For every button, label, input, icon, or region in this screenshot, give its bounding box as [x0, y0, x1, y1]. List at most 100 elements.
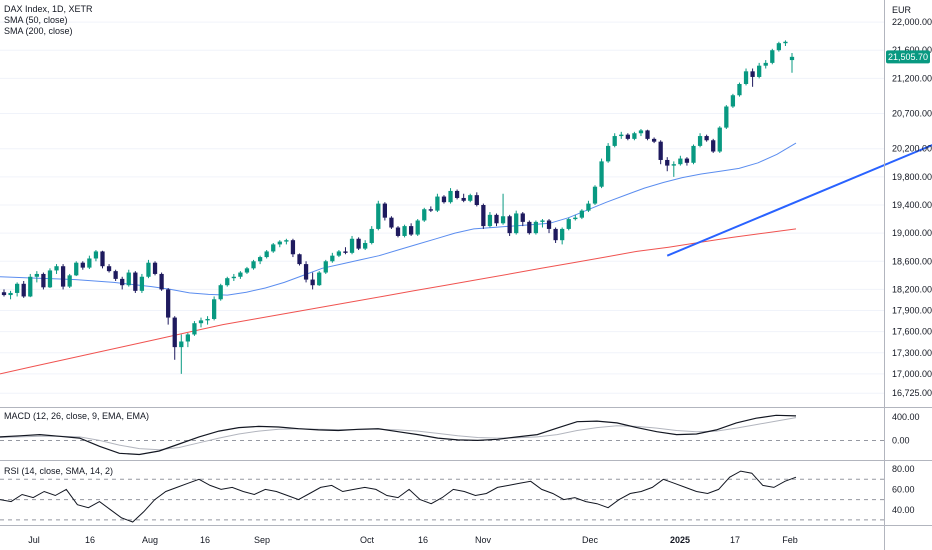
candle-body — [454, 190, 460, 198]
candle — [336, 250, 342, 258]
candle — [560, 227, 565, 245]
candle — [619, 131, 624, 139]
candle-body — [113, 271, 118, 279]
candle — [139, 273, 145, 293]
time-axis[interactable]: Jul 16 Aug 16 Sep Oct 16 Nov Dec 2025 17 Feb — [28, 535, 798, 545]
candle-body — [408, 226, 414, 235]
candle — [422, 207, 427, 222]
candle-body — [67, 275, 72, 287]
candle-body — [474, 195, 479, 205]
candle — [665, 157, 670, 172]
candles — [1, 40, 795, 374]
candle — [297, 253, 302, 266]
candle-body — [389, 217, 394, 228]
time-tick-label: Jul — [28, 535, 40, 545]
candle — [763, 60, 768, 69]
candle-body — [34, 273, 39, 277]
candle — [60, 264, 66, 290]
candle — [776, 41, 782, 52]
candle-body — [789, 56, 795, 61]
sma200-legend[interactable]: SMA (200, close) — [4, 26, 73, 36]
candle-body — [336, 251, 342, 256]
candle — [284, 238, 289, 245]
candle — [205, 316, 210, 325]
candle — [579, 209, 585, 220]
time-tick-label: 2025 — [670, 535, 690, 545]
candle-body — [343, 251, 348, 253]
candle-body — [271, 244, 276, 252]
candle — [106, 264, 112, 273]
candle — [481, 203, 486, 229]
candle — [1, 289, 7, 297]
candle — [783, 40, 788, 46]
candle-body — [146, 262, 151, 277]
candle — [317, 271, 322, 286]
candle-body — [605, 145, 611, 162]
candle-body — [369, 228, 374, 243]
candle-body — [494, 214, 499, 224]
macd-legend[interactable]: MACD (12, 26, close, 9, EMA, EMA) — [4, 411, 150, 421]
candle — [573, 214, 578, 221]
candle-body — [783, 41, 788, 44]
candle-body — [100, 251, 105, 267]
candle — [93, 250, 99, 262]
candle-body — [468, 195, 473, 201]
price-tick-label: 17,300.00 — [892, 348, 932, 358]
candle-body — [349, 238, 355, 253]
candle — [435, 193, 440, 213]
candle-body — [126, 272, 131, 286]
candle-body — [244, 268, 250, 273]
symbol-title[interactable]: DAX Index, 1D, XETR — [4, 4, 93, 14]
candle — [323, 259, 328, 274]
candle-body — [330, 255, 335, 262]
candle-body — [553, 228, 558, 241]
candle-body — [14, 283, 20, 293]
time-tick-label: 16 — [85, 535, 95, 545]
price-tick-label: 20,700.00 — [892, 109, 932, 119]
candle — [757, 62, 762, 79]
candle-body — [573, 217, 578, 220]
time-tick-label: Dec — [582, 535, 599, 545]
candle-body — [651, 138, 657, 142]
price-axis[interactable]: EUR 22,000.00 21,600.00 21,200.00 20,700.00… — [892, 5, 932, 398]
candle-body — [1, 292, 7, 296]
rsi-legend[interactable]: RSI (14, close, SMA, 14, 2) — [4, 466, 114, 476]
candle-body — [218, 285, 223, 300]
candle — [454, 189, 460, 200]
candle-body — [231, 276, 236, 279]
candle — [494, 213, 499, 227]
time-tick-label: Oct — [360, 535, 375, 545]
trendline[interactable] — [666, 57, 932, 257]
candle — [369, 226, 374, 245]
price-tick-label: 18,600.00 — [892, 256, 932, 266]
candle-body — [507, 216, 512, 234]
candle — [290, 238, 296, 258]
candle — [303, 261, 309, 283]
candle-body — [257, 257, 263, 262]
rsi-axis: 80.00 60.00 40.00 — [892, 464, 915, 515]
candle-body — [8, 292, 13, 296]
time-tick-label: 16 — [200, 535, 210, 545]
candle — [704, 134, 709, 142]
candle — [638, 129, 644, 137]
candle-body — [395, 227, 401, 236]
candle — [658, 140, 663, 165]
candle — [553, 227, 558, 243]
trendline-segment[interactable] — [666, 57, 932, 257]
candle — [789, 53, 795, 73]
currency-label: EUR — [892, 5, 912, 15]
candle-body — [711, 140, 716, 152]
sma50-legend[interactable]: SMA (50, close) — [4, 15, 68, 25]
candle-body — [599, 161, 604, 187]
candle — [408, 223, 414, 236]
candle — [468, 193, 473, 203]
candle — [671, 161, 676, 177]
candle-body — [356, 238, 361, 249]
price-tick-label: 19,800.00 — [892, 172, 932, 182]
time-tick-label: Sep — [254, 535, 270, 545]
candle — [474, 192, 479, 207]
candle — [54, 264, 59, 274]
candle-body — [645, 130, 650, 139]
candle — [717, 126, 722, 153]
